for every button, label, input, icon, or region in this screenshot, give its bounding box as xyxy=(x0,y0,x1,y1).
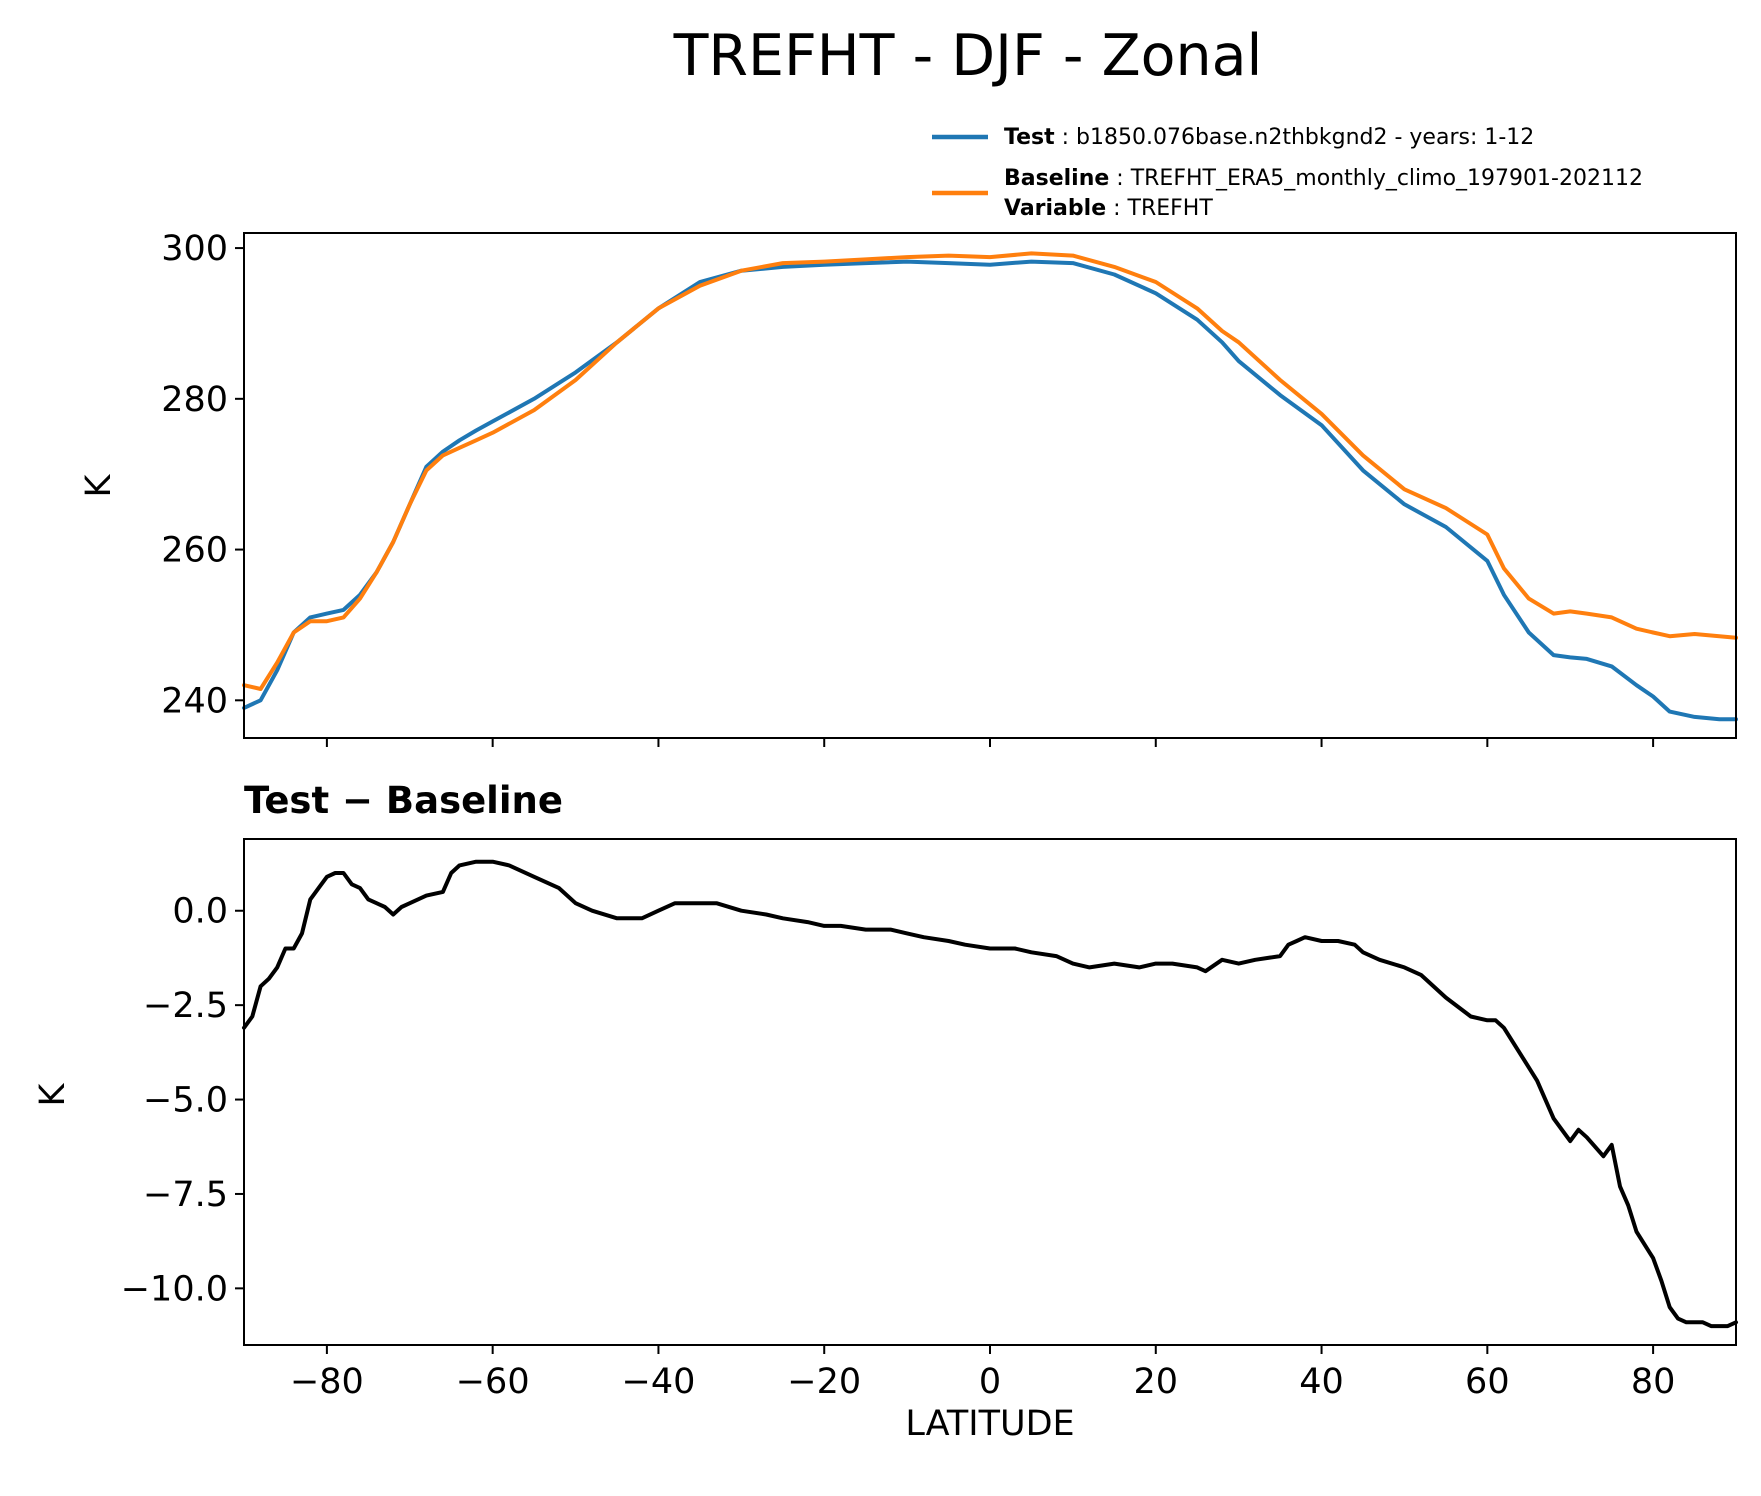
top-panel: 240 260 280 300 K xyxy=(79,229,1738,747)
top-panel-ylabel: K xyxy=(79,473,119,497)
bottom-xtick-label: 0 xyxy=(979,1362,1001,1402)
bottom-panel-ylabel: K xyxy=(33,1082,73,1106)
legend-variable-key: Variable xyxy=(1004,196,1106,221)
bottom-ytick-label: −7.5 xyxy=(143,1175,228,1215)
bottom-xtick-label: 20 xyxy=(1134,1362,1179,1402)
bottom-ytick-label: −5.0 xyxy=(143,1081,228,1121)
top-ytick-label: 260 xyxy=(161,531,228,571)
bottom-series-difference-line xyxy=(242,859,1738,1329)
legend-variable-text: TREFHT xyxy=(1127,196,1214,221)
bottom-panel-frame xyxy=(243,838,1737,1346)
legend-baseline-key: Baseline xyxy=(1004,166,1109,191)
bottom-ytick-label: −10.0 xyxy=(121,1269,228,1309)
bottom-xtick-label: −60 xyxy=(456,1362,530,1402)
legend-variable-separator: : xyxy=(1106,196,1127,221)
top-ytick-label: 280 xyxy=(161,380,228,420)
bottom-xtick-label: −20 xyxy=(787,1362,861,1402)
bottom-panel-title: Test − Baseline xyxy=(244,779,563,822)
legend-test-separator: : xyxy=(1055,125,1076,150)
bottom-panel: Test − Baseline −80 −60 −40 −20 0 20 40 60 80 −10… xyxy=(33,779,1738,1444)
bottom-ytick-label: −2.5 xyxy=(143,986,228,1026)
legend: Test : b1850.076base.n2thbkgnd2 - years:… xyxy=(932,125,1643,221)
bottom-xtick-label: 80 xyxy=(1631,1362,1676,1402)
top-panel-frame xyxy=(243,232,1737,739)
bottom-xtick-label: −40 xyxy=(622,1362,696,1402)
figure-title: TREFHT - DJF - Zonal xyxy=(673,23,1263,89)
bottom-xtick-label: −80 xyxy=(290,1362,364,1402)
legend-baseline-separator: : xyxy=(1109,166,1130,191)
bottom-panel-ticks: −80 −60 −40 −20 0 20 40 60 80 −10.0 −7.5 −5.0 −2.5 0.… xyxy=(121,892,1676,1402)
top-panel-lines xyxy=(242,251,1738,722)
top-ytick-label: 240 xyxy=(161,681,228,721)
bottom-panel-xlabel: LATITUDE xyxy=(905,1404,1074,1444)
legend-baseline-label: Baseline : TREFHT_ERA5_monthly_climo_197… xyxy=(1004,166,1643,191)
legend-baseline-text: TREFHT_ERA5_monthly_climo_197901-202112 xyxy=(1130,166,1643,191)
bottom-panel-lines xyxy=(242,859,1738,1329)
bottom-xtick-label: 40 xyxy=(1299,1362,1344,1402)
bottom-xtick-label: 60 xyxy=(1465,1362,1510,1402)
top-panel-ticks: 240 260 280 300 xyxy=(161,229,1655,747)
legend-variable-label: Variable : TREFHT xyxy=(1004,196,1213,221)
top-ytick-label: 300 xyxy=(161,229,228,269)
legend-test-key: Test xyxy=(1004,125,1055,150)
legend-test-label: Test : b1850.076base.n2thbkgnd2 - years:… xyxy=(1004,125,1534,150)
bottom-ytick-label: 0.0 xyxy=(172,892,228,932)
legend-test-text: b1850.076base.n2thbkgnd2 - years: 1-12 xyxy=(1076,125,1534,150)
top-series-baseline-line xyxy=(242,251,1738,691)
